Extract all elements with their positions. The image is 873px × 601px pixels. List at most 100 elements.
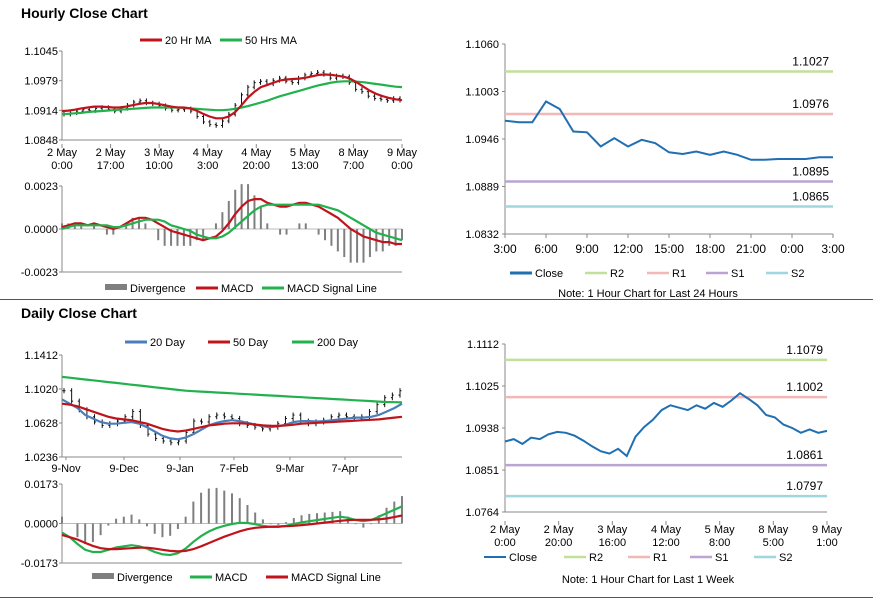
daily-levels-legend-s1-label: S1 <box>715 552 728 564</box>
daily-price-x-tick-label: 9-Nov <box>51 463 81 475</box>
hourly-price-y-tick-label: 1.0848 <box>24 135 58 147</box>
daily-levels-x-tick-label: 2 May <box>490 524 520 536</box>
daily-macd-y-tick-label: 0.0000 <box>24 519 58 531</box>
hourly-price-x-tick-label: 3:00 <box>197 160 218 172</box>
daily-levels-close-line <box>504 391 828 458</box>
section-divider <box>0 299 873 300</box>
daily-price-x-tick-label: 7-Feb <box>220 463 249 475</box>
daily-price-ma50-line <box>61 402 403 433</box>
hourly-levels-x-tick-label: 18:00 <box>695 242 725 256</box>
daily-levels-level-label-s2: 1.0797 <box>786 479 823 493</box>
hourly-price-x-tick-label: 3 May <box>144 147 174 159</box>
hourly-price-x-tick-label: 0:00 <box>51 160 72 172</box>
daily-macd-legend-signal-label: MACD Signal Line <box>291 572 381 584</box>
hourly-price-x-tick-label: 8 May <box>338 147 368 159</box>
daily-levels-x-tick-label: 5:00 <box>763 537 784 549</box>
hourly-levels-legend-s1-label: S1 <box>731 268 744 280</box>
daily-price-legend-ma200-label: 200 Day <box>317 337 358 349</box>
hourly-price-x-tick-label: 2 May <box>96 147 126 159</box>
hourly-price-y-tick-label: 1.1045 <box>24 46 58 58</box>
hourly-levels-x-tick-label: 15:00 <box>654 242 684 256</box>
daily-macd-y-tick-label: -0.0173 <box>21 558 58 570</box>
hourly-levels-x-tick-label: 0:00 <box>780 242 804 256</box>
hourly-levels-level-label-r2: 1.1027 <box>792 55 829 69</box>
daily-price-legend-ma50-label: 50 Day <box>233 337 268 349</box>
hourly-macd-legend-macd-label: MACD <box>221 283 253 295</box>
hourly-macd-y-tick-label: -0.0023 <box>21 267 58 279</box>
daily-levels-x-tick-label: 9 May <box>812 524 842 536</box>
daily-levels-x-tick-label: 8 May <box>758 524 788 536</box>
hourly-levels-legend-r2-label: R2 <box>610 268 624 280</box>
hourly-price-legend-ma50-label: 50 Hrs MA <box>245 35 298 47</box>
daily-macd-y-tick-label: 0.0173 <box>24 479 58 491</box>
hourly-macd-legend-divergence-label: Divergence <box>130 283 186 295</box>
daily-levels-legend-close-label: Close <box>509 552 537 564</box>
hourly-levels-x-tick-label: 21:00 <box>736 242 766 256</box>
daily-price-x-tick-label: 9-Jan <box>166 463 194 475</box>
hourly-levels-y-tick-label: 1.0946 <box>465 134 499 146</box>
hourly-macd-y-tick-label: 0.0000 <box>24 224 58 236</box>
daily-levels-x-tick-label: 2 May <box>544 524 574 536</box>
daily-levels-x-tick-label: 16:00 <box>599 537 627 549</box>
daily-levels-y-tick-label: 1.1112 <box>467 339 499 351</box>
hourly-price-x-tick-label: 13:00 <box>291 160 319 172</box>
hourly-price-x-tick-label: 5 May <box>290 147 320 159</box>
hourly-price-ma50-line <box>61 80 403 116</box>
daily-levels-x-tick-label: 1:00 <box>816 537 837 549</box>
hourly-macd-y-tick-label: 0.0023 <box>24 181 58 193</box>
daily-levels-y-tick-label: 1.0764 <box>465 507 499 519</box>
hourly-levels-y-tick-label: 1.0889 <box>465 182 499 194</box>
daily-levels-x-tick-label: 0:00 <box>494 537 515 549</box>
hourly-price-x-tick-label: 4 May <box>193 147 223 159</box>
daily-levels-legend-r2-label: R2 <box>589 552 603 564</box>
daily-levels-note: Note: 1 Hour Chart for Last 1 Week <box>562 574 735 586</box>
daily-price-x-tick-label: 9-Mar <box>276 463 305 475</box>
daily-price-y-tick-label: 1.1020 <box>24 384 58 396</box>
hourly-price-x-tick-label: 7:00 <box>343 160 364 172</box>
daily-levels-y-tick-label: 1.1025 <box>465 381 499 393</box>
daily-levels-level-label-s1: 1.0861 <box>786 448 823 462</box>
hourly-macd-signal-line <box>61 203 403 242</box>
hourly-macd-legend-divergence-swatch <box>105 284 127 290</box>
daily-macd-legend-divergence-swatch <box>92 573 114 579</box>
hourly-price-y-tick-label: 1.0979 <box>24 76 58 88</box>
daily-levels-legend-r1-label: R1 <box>653 552 667 564</box>
daily-levels-legend-s2-label: S2 <box>779 552 792 564</box>
hourly-levels-y-tick-label: 1.1003 <box>465 87 499 99</box>
daily-price-ma20-line <box>61 398 403 441</box>
bottom-divider <box>0 597 873 598</box>
hourly-price-x-tick-label: 0:00 <box>391 160 412 172</box>
daily-levels-x-tick-label: 8:00 <box>709 537 730 549</box>
hourly-levels-y-tick-label: 1.1060 <box>465 39 499 51</box>
daily-price-legend-ma20-label: 20 Day <box>150 337 185 349</box>
daily-levels-x-tick-label: 12:00 <box>652 537 680 549</box>
hourly-levels-x-tick-label: 3:00 <box>493 242 517 256</box>
daily-macd-legend-divergence-label: Divergence <box>117 572 173 584</box>
hourly-levels-note: Note: 1 Hour Chart for Last 24 Hours <box>558 288 738 300</box>
daily-levels-x-tick-label: 5 May <box>705 524 735 536</box>
daily-price-x-tick-label: 7-Apr <box>332 463 359 475</box>
hourly-price-x-tick-label: 17:00 <box>97 160 125 172</box>
hourly-levels-close-line <box>504 100 833 161</box>
daily-macd-signal-line <box>61 514 403 553</box>
daily-price-x-tick-label: 9-Dec <box>109 463 139 475</box>
daily-levels-level-label-r1: 1.1002 <box>786 380 823 394</box>
daily-levels-level-label-r2: 1.1079 <box>786 343 823 357</box>
daily-macd-legend-macd-label: MACD <box>215 572 247 584</box>
hourly-price-y-tick-label: 1.0914 <box>24 105 58 117</box>
daily-price-ma200-line <box>61 375 403 404</box>
hourly-macd-legend-signal-label: MACD Signal Line <box>287 283 377 295</box>
daily-levels-y-tick-label: 1.0938 <box>465 423 499 435</box>
hourly-price-x-tick-label: 2 May <box>47 147 77 159</box>
hourly-levels-legend-r1-label: R1 <box>672 268 686 280</box>
daily-macd-macd-line <box>61 505 403 557</box>
hourly-price-ma20-line <box>61 73 403 120</box>
hourly-levels-x-tick-label: 9:00 <box>575 242 599 256</box>
section-title-daily: Daily Close Chart <box>21 305 137 321</box>
daily-levels-y-tick-label: 1.0851 <box>465 465 499 477</box>
hourly-levels-x-tick-label: 12:00 <box>613 242 643 256</box>
hourly-levels-legend-close-label: Close <box>535 268 563 280</box>
daily-price-y-tick-label: 1.0236 <box>24 452 58 464</box>
hourly-levels-level-label-s2: 1.0865 <box>792 190 829 204</box>
hourly-levels-y-tick-label: 1.0832 <box>465 229 499 241</box>
